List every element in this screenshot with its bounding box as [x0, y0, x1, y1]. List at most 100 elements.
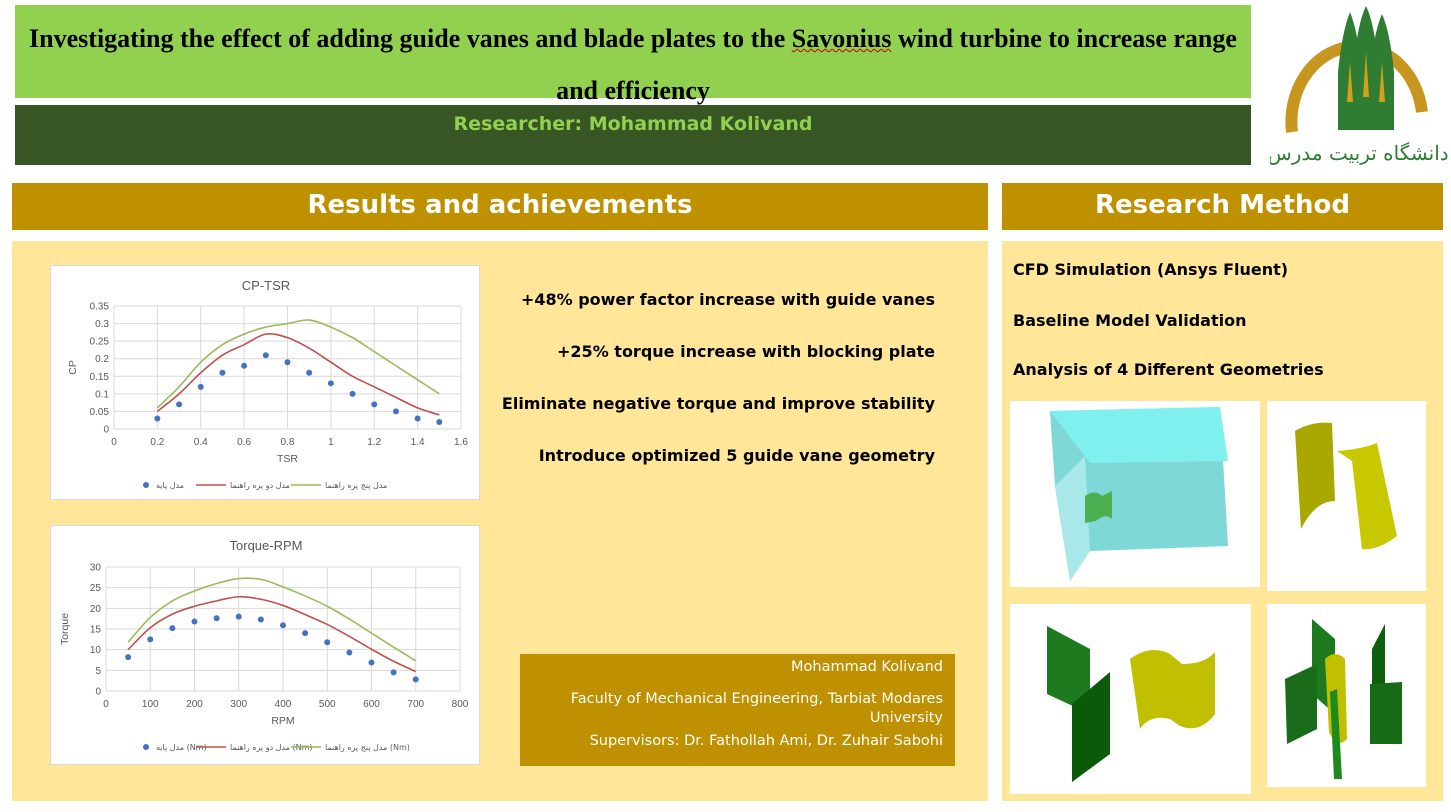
x-tick-label: 0.6	[237, 437, 251, 448]
data-point	[213, 615, 220, 622]
x-tick-label: 0.4	[194, 437, 208, 448]
title-text-savonius: Savonius	[791, 24, 892, 53]
y-tick-label: 0.2	[95, 354, 109, 365]
x-tick-label: 0	[111, 437, 117, 448]
data-point	[392, 408, 399, 415]
x-tick-label: 1.4	[411, 437, 425, 448]
finding-item: +25% torque increase with blocking plate	[557, 342, 935, 361]
y-tick-label: 0.05	[90, 407, 110, 418]
x-tick-label: 200	[186, 699, 203, 710]
y-tick-label: 15	[90, 625, 102, 636]
legend-label: مدل دو پره راهنما	[230, 481, 290, 490]
researcher-banner: Researcher: Mohammad Kolivand	[15, 105, 1251, 165]
x-tick-label: 100	[142, 699, 159, 710]
author-name: Mohammad Kolivand	[791, 659, 943, 675]
y-tick-label: 20	[90, 604, 102, 615]
geometry-image-domain	[1010, 401, 1260, 587]
series-line-1	[156, 333, 440, 416]
x-tick-label: 600	[363, 699, 380, 710]
y-tick-label: 10	[90, 645, 102, 656]
data-point	[241, 362, 248, 369]
x-tick-label: 1.2	[367, 437, 381, 448]
university-logo: دانشگاه تربیت مدرس	[1267, 2, 1450, 167]
method-heading: Research Method	[1002, 183, 1443, 230]
method-item: Analysis of 4 Different Geometries	[1013, 360, 1324, 379]
cp-tsr-plot: CP-TSR 0 0.05 0.1 0.15 0.2 0.25 0.3 0.35 0 0.2 0.4 0…	[67, 278, 468, 490]
method-item: Baseline Model Validation	[1013, 311, 1247, 330]
x-tick-label: 1.6	[454, 437, 468, 448]
data-point	[191, 618, 198, 625]
chart-title: Torque-RPM	[230, 538, 303, 553]
title-text-2: wind turbine to increase range and effic…	[556, 24, 1237, 105]
x-tick-label: 400	[275, 699, 292, 710]
x-tick-label: 700	[407, 699, 424, 710]
findings-list: +48% power factor increase with guide va…	[480, 290, 935, 498]
y-tick-label: 0.25	[90, 337, 110, 348]
data-point	[125, 654, 132, 661]
data-point	[147, 636, 154, 643]
x-axis-label: RPM	[271, 715, 294, 727]
data-point	[346, 649, 353, 656]
author-affiliation: Faculty of Mechanical Engineering, Tarbi…	[570, 691, 943, 726]
legend-marker	[143, 482, 149, 488]
x-tick-label: 0	[103, 699, 109, 710]
author-info-box: Mohammad Kolivand Faculty of Mechanical …	[520, 654, 955, 766]
y-tick-label: 0.1	[95, 389, 109, 400]
supervisors: Supervisors: Dr. Fathollah Ami, Dr. Zuha…	[589, 733, 943, 749]
legend-label: مدل دو پره راهنما (Nm)	[230, 743, 313, 752]
y-axis-label: CP	[67, 360, 79, 375]
y-tick-label: 30	[90, 563, 102, 574]
y-tick-label: 0.3	[95, 319, 109, 330]
legend-label: مدل پنج پره راهنما (Nm)	[325, 743, 410, 752]
x-tick-label: 300	[230, 699, 247, 710]
data-point	[197, 383, 204, 390]
data-point	[219, 369, 226, 376]
poster-title: Investigating the effect of adding guide…	[15, 5, 1251, 105]
y-tick-label: 25	[90, 583, 102, 594]
data-point	[371, 401, 378, 408]
data-point	[390, 669, 397, 676]
x-tick-label: 500	[319, 699, 336, 710]
finding-item: Introduce optimized 5 guide vane geometr…	[538, 446, 935, 465]
geometry-image-five-vanes	[1267, 604, 1426, 787]
cp-tsr-chart: CP-TSR 0 0.05 0.1 0.15 0.2 0.25 0.3 0.35 0 0.2 0.4 0…	[50, 265, 480, 500]
data-point	[349, 390, 356, 397]
data-point	[327, 380, 334, 387]
data-point	[302, 630, 309, 637]
series-line-2	[156, 319, 440, 409]
series-line-2	[127, 577, 417, 662]
x-tick-label: 1	[328, 437, 334, 448]
y-axis-label: Torque	[59, 613, 71, 645]
y-tick-label: 0	[95, 687, 101, 698]
y-tick-label: 5	[95, 666, 101, 677]
legend-marker	[143, 744, 149, 750]
data-point	[235, 613, 242, 620]
data-point	[262, 352, 269, 359]
data-point	[257, 616, 264, 623]
data-point	[412, 676, 419, 683]
data-point	[154, 415, 161, 422]
finding-item: Eliminate negative torque and improve st…	[501, 394, 935, 413]
title-text-1: Investigating the effect of adding guide…	[29, 24, 792, 53]
method-item: CFD Simulation (Ansys Fluent)	[1013, 260, 1289, 279]
x-tick-label: 0.8	[281, 437, 295, 448]
legend-label: مدل پنج پره راهنما	[325, 481, 387, 490]
data-point	[324, 639, 331, 646]
data-point	[436, 418, 443, 425]
y-tick-label: 0.15	[90, 372, 110, 383]
data-point	[306, 369, 313, 376]
torque-rpm-chart: Torque-RPM 0 5 10 15 20 25 30 0 100 200 300 400 500 60…	[50, 525, 480, 765]
geometry-image-two-vanes	[1010, 604, 1251, 794]
y-tick-label: 0	[103, 425, 109, 436]
y-tick-label: 0.35	[90, 302, 110, 313]
data-point	[169, 625, 176, 632]
data-point	[368, 659, 375, 666]
data-point	[284, 359, 291, 366]
data-point	[414, 415, 421, 422]
x-tick-label: 0.2	[150, 437, 164, 448]
series-line-1	[127, 595, 417, 673]
results-heading: Results and achievements	[12, 183, 988, 230]
x-axis-label: TSR	[277, 453, 298, 465]
data-point	[176, 401, 183, 408]
